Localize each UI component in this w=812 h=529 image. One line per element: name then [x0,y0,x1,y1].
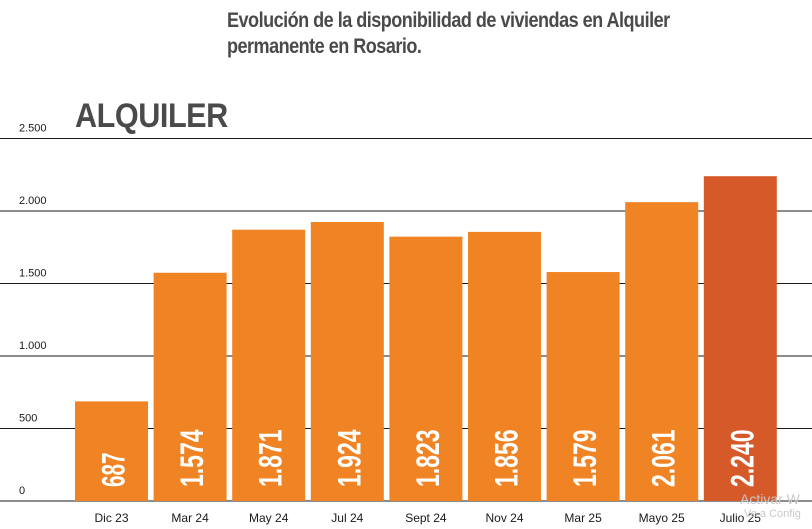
bars: 687 1.574 1.871 1.924 1.823 1.856 1.579 2.061 2.… [75,176,777,502]
x-tick-label: Julio 25 [720,511,762,525]
bar-value-label: 1.823 [410,430,446,488]
bar [153,272,227,501]
x-tick-label: Mayo 25 [639,511,685,525]
x-tick-label: Mar 24 [171,511,209,525]
x-tick-label: Jul 24 [331,511,363,525]
x-tick-label: Dic 23 [94,511,128,525]
x-tick-label: Nov 24 [485,511,523,525]
bar-value-label: 1.856 [489,430,525,488]
bar-value-label: 687 [96,453,132,488]
y-tick-label: 500 [19,413,37,425]
bar-value-label: 1.871 [253,430,289,488]
y-tick-label: 2.500 [19,123,47,135]
y-axis-ticks: 0 500 1.000 1.500 2.000 2.500 [19,123,47,498]
windows-activation-watermark: Activar W Ve a Config [740,492,801,522]
chart-title-line-1: Evolución de la disponibilidad de vivien… [227,9,670,32]
x-tick-label: May 24 [249,511,289,525]
bar [703,176,777,501]
bar-value-label: 1.579 [567,430,603,488]
watermark-line-1: Activar W [740,491,800,507]
bar [232,229,306,501]
bar [75,401,148,501]
section-label: ALQUILER [75,97,228,135]
bar [389,236,463,502]
y-tick-label: 1.500 [19,268,47,280]
y-tick-label: 1.000 [19,340,47,352]
chart-title-line-2: permanente en Rosario. [227,35,422,58]
y-tick-label: 0 [19,485,25,497]
chart-title: Evolución de la disponibilidad de vivien… [227,8,709,60]
bar-value-label: 1.924 [331,429,367,487]
bar [310,222,384,501]
x-tick-label: Sept 24 [405,511,447,525]
bar-value-label: 2.240 [724,430,760,488]
y-tick-label: 2.000 [19,195,47,207]
bar-value-label: 2.061 [646,430,682,488]
bar [546,272,620,501]
x-tick-label: Mar 25 [564,511,602,525]
bar [625,202,699,501]
bar-value-label: 1.574 [174,429,210,487]
bar [468,231,541,501]
x-axis-ticks: Dic 23 Mar 24 May 24 Jul 24 Sept 24 Nov 24 Mar… [94,511,761,525]
watermark-line-2: Ve a Config [744,508,801,520]
